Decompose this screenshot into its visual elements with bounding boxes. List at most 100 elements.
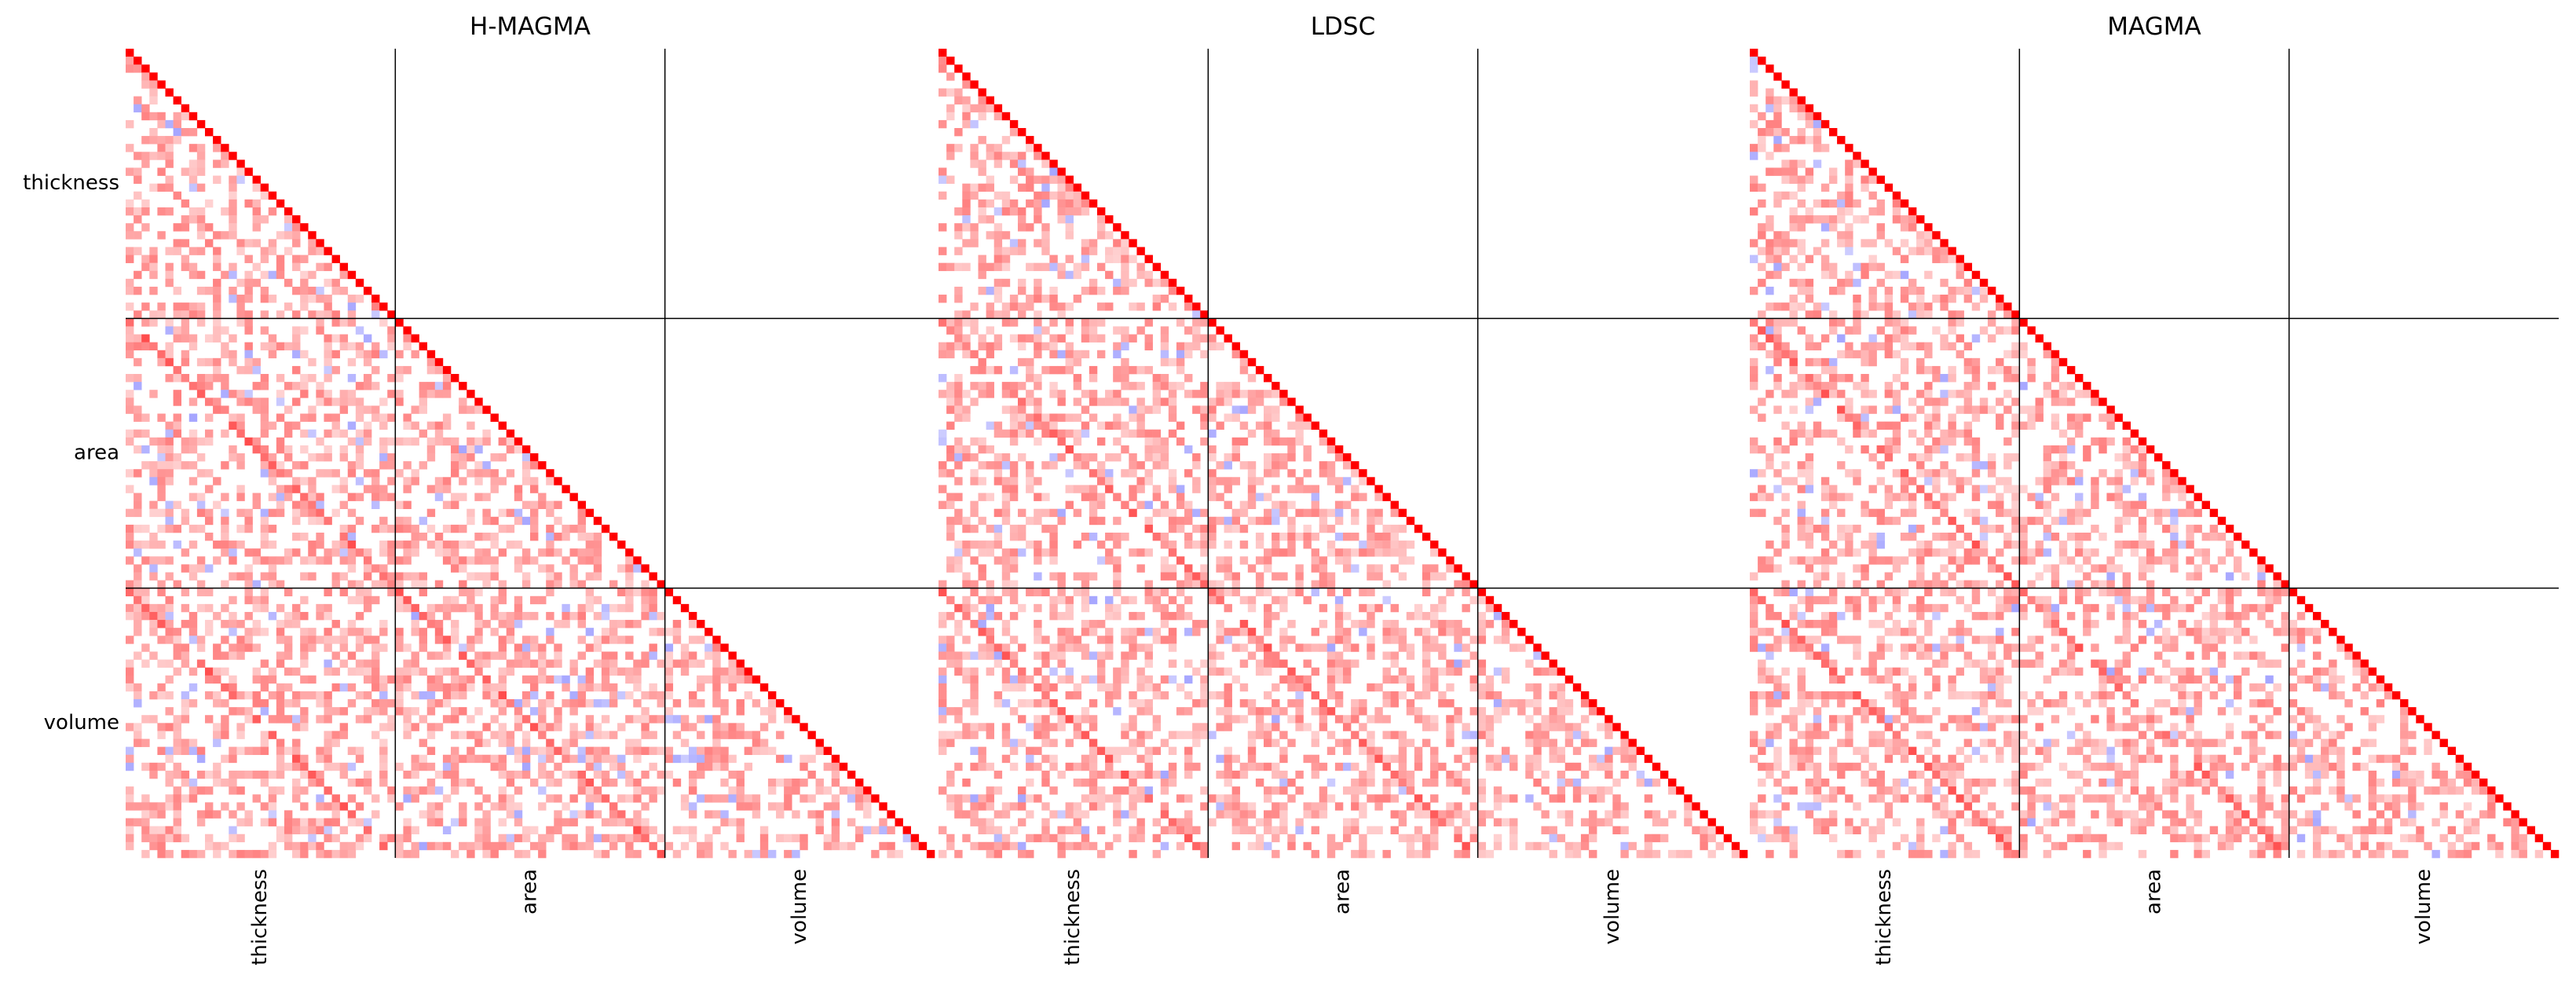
heatmap-cell bbox=[403, 421, 412, 431]
heatmap-cell bbox=[1192, 524, 1201, 533]
heatmap-cell bbox=[1501, 620, 1510, 628]
heatmap-cell bbox=[196, 564, 206, 573]
heatmap-cell bbox=[1469, 802, 1478, 811]
heatmap-cell bbox=[426, 691, 436, 700]
heatmap-cell bbox=[1041, 770, 1050, 779]
heatmap-cell bbox=[1026, 429, 1034, 438]
heatmap-cell bbox=[181, 262, 190, 272]
heatmap-cell bbox=[165, 746, 174, 756]
heatmap-cell bbox=[339, 318, 349, 327]
heatmap-cell bbox=[188, 524, 198, 533]
heatmap-cell bbox=[1129, 365, 1137, 375]
heatmap-cell bbox=[1247, 469, 1257, 478]
heatmap-cell bbox=[585, 731, 595, 739]
heatmap-cell bbox=[1001, 580, 1011, 588]
heatmap-cell bbox=[434, 603, 444, 613]
heatmap-cell bbox=[1224, 762, 1232, 771]
heatmap-cell bbox=[157, 445, 166, 454]
heatmap-cell bbox=[442, 390, 452, 398]
heatmap-cell bbox=[1009, 746, 1019, 756]
heatmap-cell bbox=[736, 794, 745, 803]
heatmap-cell bbox=[688, 834, 697, 843]
heatmap-cell bbox=[355, 429, 364, 438]
heatmap-cell bbox=[141, 223, 150, 232]
heatmap-cell bbox=[1057, 723, 1066, 731]
heatmap-cell bbox=[379, 691, 388, 700]
heatmap-cell bbox=[284, 620, 293, 628]
heatmap-cell bbox=[946, 493, 955, 501]
heatmap-cell bbox=[173, 191, 181, 200]
heatmap-cell bbox=[1049, 556, 1058, 565]
heatmap-cell bbox=[434, 620, 444, 628]
heatmap-cell bbox=[474, 445, 483, 454]
heatmap-cell bbox=[1121, 429, 1129, 438]
heatmap-cell bbox=[474, 738, 483, 747]
heatmap-cell bbox=[229, 453, 237, 462]
diagonal-cell bbox=[1723, 834, 1733, 843]
heatmap-cell bbox=[1644, 794, 1653, 803]
heatmap-cell bbox=[260, 556, 269, 565]
heatmap-cell bbox=[1200, 532, 1209, 541]
heatmap-cell bbox=[1144, 405, 1153, 414]
heatmap-cell bbox=[324, 334, 332, 343]
heatmap-cell bbox=[379, 841, 388, 851]
heatmap-cell bbox=[498, 683, 507, 692]
heatmap-cell bbox=[411, 532, 419, 541]
heatmap-cell bbox=[1264, 453, 1272, 462]
heatmap-cell bbox=[1501, 707, 1510, 716]
heatmap-cell bbox=[165, 175, 174, 184]
heatmap-cell bbox=[815, 826, 824, 835]
heatmap-cell bbox=[1406, 683, 1415, 692]
heatmap-cell bbox=[157, 112, 166, 121]
heatmap-cell bbox=[784, 794, 792, 803]
heatmap-cell bbox=[1477, 841, 1487, 851]
heatmap-cell bbox=[244, 588, 253, 597]
heatmap-cell bbox=[1580, 699, 1590, 708]
heatmap-cell bbox=[993, 112, 1003, 121]
heatmap-cell bbox=[284, 405, 293, 414]
heatmap-cell bbox=[1208, 659, 1217, 668]
heatmap-cell bbox=[1224, 461, 1232, 470]
heatmap-cell bbox=[1589, 707, 1597, 716]
diagonal-cell bbox=[1105, 215, 1114, 224]
heatmap-cell bbox=[276, 500, 285, 509]
heatmap-cell bbox=[1359, 548, 1367, 557]
heatmap-cell bbox=[1009, 207, 1019, 216]
heatmap-cell bbox=[244, 746, 253, 756]
heatmap-cell bbox=[411, 540, 419, 549]
heatmap-cell bbox=[728, 770, 737, 779]
heatmap-cell bbox=[379, 548, 388, 557]
diagonal-cell bbox=[260, 183, 269, 192]
heatmap-cell bbox=[530, 524, 539, 533]
heatmap-cell bbox=[993, 310, 1003, 319]
heatmap-cell bbox=[1026, 469, 1034, 478]
heatmap-cell bbox=[498, 699, 507, 708]
heatmap-cell bbox=[1009, 762, 1019, 771]
heatmap-cell bbox=[1438, 667, 1447, 676]
heatmap-cell bbox=[1184, 731, 1193, 739]
heatmap-cell bbox=[426, 818, 436, 826]
heatmap-cell bbox=[1367, 715, 1375, 724]
diagonal-cell bbox=[268, 191, 277, 200]
heatmap-cell bbox=[521, 453, 531, 462]
heatmap-cell bbox=[1564, 810, 1574, 819]
heatmap-cell bbox=[664, 715, 674, 724]
heatmap-cell bbox=[339, 572, 349, 581]
heatmap-cell bbox=[292, 794, 301, 803]
heatmap-cell bbox=[181, 516, 190, 526]
heatmap-cell bbox=[1224, 603, 1232, 613]
heatmap-cell bbox=[1351, 762, 1359, 771]
heatmap-cell bbox=[221, 493, 229, 501]
heatmap-cell bbox=[1462, 786, 1470, 795]
heatmap-cell bbox=[1319, 707, 1328, 716]
heatmap-cell bbox=[1382, 595, 1391, 605]
heatmap-cell bbox=[1557, 723, 1566, 731]
heatmap-cell bbox=[776, 802, 785, 811]
diagonal-cell bbox=[300, 223, 309, 232]
heatmap-cell bbox=[1359, 802, 1367, 811]
heatmap-cell bbox=[157, 302, 166, 311]
heatmap-cell bbox=[1105, 247, 1114, 255]
heatmap-cell bbox=[1081, 810, 1090, 819]
heatmap-cell bbox=[1224, 691, 1232, 700]
heatmap-cell bbox=[244, 199, 253, 208]
